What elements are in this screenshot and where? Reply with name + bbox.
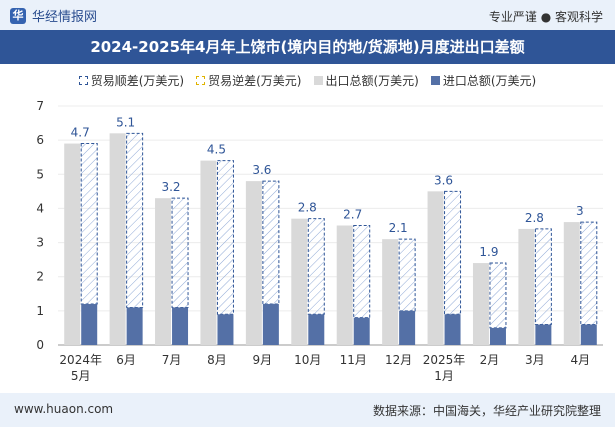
surplus-bar: [398, 238, 416, 312]
legend-swatch-import: [430, 76, 440, 85]
legend-label-deficit: 贸易逆差(万美元): [208, 74, 302, 88]
footer-source: 数据来源：中国海关，华经产业研究院整理: [372, 404, 601, 418]
tagline: 专业严谨 ● 客观科学: [488, 10, 603, 24]
export-bar: [336, 225, 353, 345]
import-bar: [172, 307, 189, 345]
y-tick-label: 3: [36, 236, 44, 250]
export-bar: [155, 198, 172, 345]
surplus-bar: [216, 160, 234, 315]
brand: 华 华经情报网: [10, 6, 97, 25]
export-bar: [64, 143, 81, 345]
export-bar: [427, 191, 444, 345]
surplus-value-label: 2.1: [389, 221, 408, 235]
x-tick-label: 2025年 1月: [423, 353, 466, 383]
surplus-bar: [307, 218, 325, 315]
y-tick-label: 1: [36, 304, 44, 318]
x-tick-label: 12月: [385, 353, 412, 367]
legend-swatch-deficit: [196, 76, 206, 85]
x-tick-label: 8月: [207, 353, 227, 367]
footer: www.huaon.com 数据来源：中国海关，华经产业研究院整理: [0, 393, 615, 427]
export-bar: [245, 181, 262, 345]
export-bar: [291, 218, 308, 345]
x-tick-label: 4月: [570, 353, 590, 367]
import-bar: [489, 327, 506, 345]
surplus-bar: [580, 221, 598, 326]
legend-swatch-surplus: [78, 76, 88, 85]
import-bar: [535, 324, 552, 345]
surplus-value-label: 4.5: [207, 143, 226, 157]
surplus-bar: [444, 190, 462, 315]
y-tick-label: 4: [36, 201, 44, 215]
surplus-value-label: 1.9: [479, 245, 498, 259]
surplus-value-label: 4.7: [71, 126, 90, 140]
footer-website[interactable]: www.huaon.com: [14, 402, 114, 416]
surplus-bar: [126, 132, 144, 308]
legend-item-deficit: 贸易逆差(万美元): [196, 72, 302, 89]
surplus-bar: [353, 225, 371, 319]
export-bar: [382, 239, 399, 345]
export-bar: [200, 160, 217, 345]
legend-item-import: 进口总额(万美元): [430, 72, 537, 89]
y-tick-label: 6: [36, 133, 44, 147]
import-bar: [308, 314, 325, 345]
export-bar: [109, 133, 126, 345]
import-bar: [262, 304, 279, 345]
legend-label-import: 进口总额(万美元): [442, 74, 537, 88]
export-bar: [518, 228, 535, 345]
import-bar: [444, 314, 461, 345]
import-bar: [126, 307, 143, 345]
chart-title: 2024-2025年4月年上饶市(境内目的地/货源地)月度进出口差额: [0, 30, 615, 64]
import-bar: [399, 310, 416, 345]
surplus-bar: [262, 180, 280, 305]
brand-logo-icon: 华: [10, 7, 26, 24]
export-bar: [563, 222, 580, 345]
chart-legend: 贸易顺差(万美元) 贸易逆差(万美元) 出口总额(万美元) 进口总额(万美元): [0, 72, 615, 89]
surplus-bar: [534, 228, 552, 326]
y-tick-label: 7: [36, 99, 44, 113]
import-bar: [353, 317, 370, 345]
x-tick-label: 10月: [294, 353, 321, 367]
top-bar: 华 华经情报网 专业严谨 ● 客观科学: [0, 0, 615, 30]
x-tick-label: 11月: [340, 353, 367, 367]
import-bar: [580, 324, 597, 345]
legend-swatch-export: [313, 76, 323, 85]
y-tick-label: 5: [36, 167, 44, 181]
surplus-bar: [489, 262, 507, 329]
surplus-value-label: 3.2: [161, 180, 180, 194]
x-tick-label: 2月: [480, 353, 500, 367]
y-tick-label: 2: [36, 270, 44, 284]
legend-label-surplus: 贸易顺差(万美元): [90, 74, 185, 88]
import-bar: [217, 314, 234, 345]
surplus-value-label: 2.8: [298, 201, 317, 215]
chart-plot: 0 1 2 3 4 5 6 7 4.7 2024年 5月 5.1 6月 3.2 7月 4.5 8月 3.6 9月 2…: [36, 99, 603, 383]
surplus-value-label: 5.1: [116, 115, 135, 129]
surplus-value-label: 2.8: [525, 211, 544, 225]
x-tick-label: 6月: [116, 353, 136, 367]
x-tick-label: 7月: [162, 353, 182, 367]
export-bar: [472, 263, 489, 345]
x-tick-label: 2024年 5月: [59, 353, 102, 383]
x-tick-label: 3月: [525, 353, 545, 367]
brand-name: 华经情报网: [32, 10, 98, 25]
x-tick-label: 9月: [253, 353, 273, 367]
surplus-bar: [80, 143, 98, 305]
surplus-bar: [171, 197, 189, 308]
import-bar: [81, 304, 98, 345]
surplus-value-label: 3.6: [252, 163, 271, 177]
surplus-value-label: 2.7: [343, 208, 362, 222]
legend-label-export: 出口总额(万美元): [325, 74, 419, 88]
legend-item-surplus: 贸易顺差(万美元): [78, 72, 185, 89]
legend-item-export: 出口总额(万美元): [313, 72, 419, 89]
surplus-value-label: 3: [576, 204, 584, 218]
y-tick-label: 0: [36, 338, 44, 352]
surplus-value-label: 3.6: [434, 173, 453, 187]
